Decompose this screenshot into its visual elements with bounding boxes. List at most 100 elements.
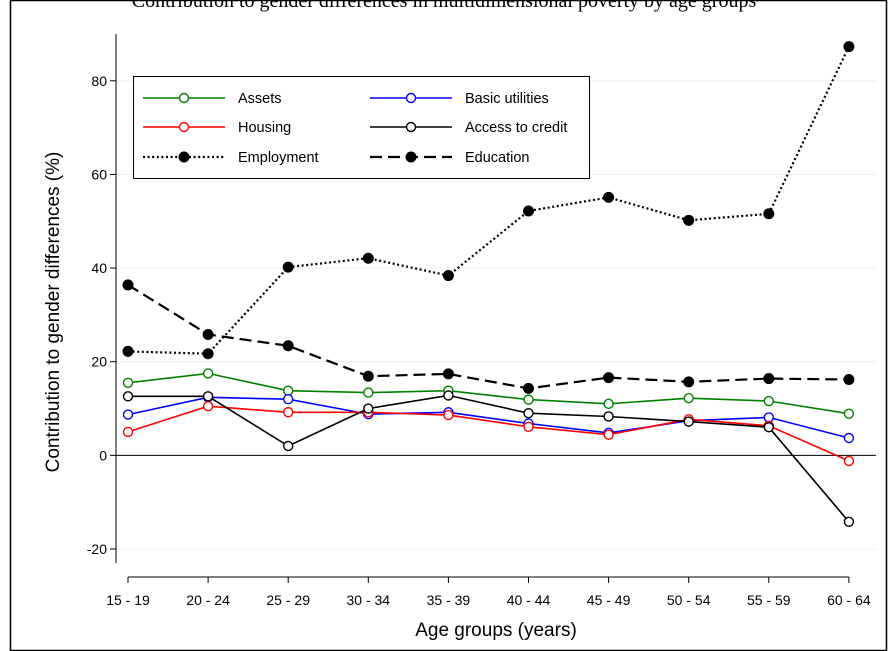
data-point <box>122 391 134 402</box>
data-point <box>843 455 855 467</box>
data-point <box>122 377 134 388</box>
x-tick-label: 20 - 24 <box>186 592 230 608</box>
x-axis-ticks: 15 - 19 20 - 24 25 - 29 30 - 34 35 - 39 40 - … <box>106 577 871 608</box>
series-line <box>128 394 850 523</box>
data-point <box>442 270 454 282</box>
data-point <box>523 407 534 419</box>
x-tick-label: 45 - 49 <box>587 592 631 608</box>
legend-marker <box>178 121 190 133</box>
series-line <box>127 372 850 415</box>
legend-label: Housing <box>238 120 291 136</box>
axes <box>115 34 849 578</box>
series-education <box>122 279 855 394</box>
x-axis-title: Age groups (years) <box>415 620 577 641</box>
data-point <box>683 214 695 226</box>
data-point <box>283 407 294 418</box>
series-group <box>122 41 855 528</box>
x-tick-label: 60 - 64 <box>827 592 871 608</box>
y-tick-label: 60 <box>91 166 107 182</box>
data-point <box>363 387 374 398</box>
y-tick-label: 80 <box>91 73 107 89</box>
legend-marker <box>405 151 417 163</box>
x-tick-label: 55 - 59 <box>747 592 791 608</box>
x-tick-label: 50 - 54 <box>667 592 711 608</box>
legend-item: Housing <box>143 120 291 136</box>
data-point <box>362 252 374 264</box>
x-tick-label: 40 - 44 <box>507 592 551 608</box>
data-point <box>202 329 214 341</box>
y-axis-title: Contribution to gender differences (%) <box>43 152 64 473</box>
legend-marker <box>405 92 417 104</box>
data-point <box>283 393 294 405</box>
y-tick-label: 40 <box>91 260 107 276</box>
x-tick-label: 15 - 19 <box>106 592 150 608</box>
data-point <box>523 205 534 217</box>
y-axis-ticks: -20 0 20 40 60 80 <box>87 73 116 557</box>
data-point <box>843 41 855 53</box>
data-point <box>122 279 134 291</box>
data-point <box>763 395 774 407</box>
data-point <box>843 408 855 419</box>
data-point <box>683 416 694 427</box>
legend: Assets Basic utilities Housing Access to cr… <box>133 76 590 179</box>
legend-item: Assets <box>143 91 282 107</box>
data-point <box>202 391 214 402</box>
data-point <box>843 516 855 528</box>
data-point <box>683 393 694 404</box>
legend-marker <box>405 121 417 133</box>
data-point <box>363 403 374 414</box>
data-point <box>362 370 374 382</box>
data-point <box>202 368 214 379</box>
y-tick-label: 0 <box>99 447 107 463</box>
legend-label: Education <box>465 150 530 166</box>
legend-label: Basic utilities <box>465 91 549 107</box>
series-line <box>127 396 850 439</box>
series-access-to-credit <box>122 390 855 528</box>
data-point <box>603 429 614 440</box>
chart-title: Contribution to gender differences in mu… <box>132 0 757 12</box>
data-point <box>122 426 134 438</box>
data-point <box>202 348 214 360</box>
data-point <box>603 191 615 203</box>
data-point <box>523 382 534 394</box>
data-point <box>763 208 775 220</box>
series-line <box>127 46 850 355</box>
legend-item: Education <box>370 150 530 166</box>
legend-label: Assets <box>238 91 282 107</box>
data-point <box>202 400 214 412</box>
legend-label: Employment <box>238 150 319 166</box>
data-point <box>442 368 454 380</box>
data-point <box>523 394 534 405</box>
data-point <box>603 372 615 384</box>
legend-item: Basic utilities <box>370 91 549 107</box>
legend-marker <box>178 151 190 163</box>
data-point <box>683 376 695 388</box>
data-point <box>763 412 774 423</box>
series-employment <box>122 41 855 360</box>
y-tick-label: 20 <box>91 354 107 370</box>
series-line <box>127 405 850 462</box>
data-point <box>282 340 294 352</box>
data-point <box>523 421 534 432</box>
legend-item: Access to credit <box>370 120 567 136</box>
data-point <box>843 373 855 385</box>
data-point <box>603 398 614 410</box>
data-point <box>122 409 134 420</box>
x-tick-label: 30 - 34 <box>347 592 391 608</box>
data-point <box>282 261 294 273</box>
data-point <box>763 422 774 433</box>
y-tick-label: -20 <box>87 541 107 557</box>
data-point <box>603 411 614 422</box>
data-point <box>843 432 855 444</box>
data-point <box>443 390 454 401</box>
data-point <box>763 373 775 385</box>
series-line <box>127 283 849 390</box>
legend-item: Employment <box>143 150 319 166</box>
data-point <box>283 385 294 396</box>
data-point <box>443 409 454 421</box>
legend-label: Access to credit <box>465 120 567 136</box>
legend-marker <box>178 92 190 104</box>
data-point <box>283 440 294 452</box>
data-point <box>122 345 134 357</box>
